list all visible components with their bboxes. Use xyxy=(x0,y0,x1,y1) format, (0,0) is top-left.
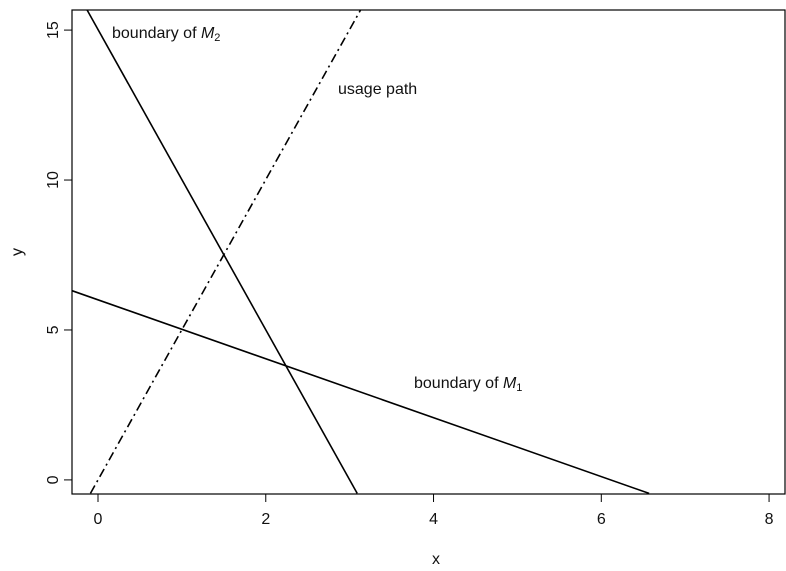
x-tick-label: 8 xyxy=(765,511,774,528)
annotation-subscript: 2 xyxy=(214,32,220,44)
x-tick-label: 0 xyxy=(94,511,103,528)
y-tick-label: 5 xyxy=(45,325,62,334)
annotation: usage path xyxy=(338,81,417,98)
y-axis-label: y xyxy=(9,248,26,256)
annotation: boundary of M2 xyxy=(112,25,220,44)
annotation: boundary of M1 xyxy=(414,375,522,394)
annotation-text: boundary of xyxy=(112,25,201,42)
y-tick-label: 0 xyxy=(45,475,62,484)
y-tick-label: 10 xyxy=(45,171,62,189)
series-line xyxy=(86,9,358,494)
x-axis-label: x xyxy=(432,551,440,568)
y-tick-label: 15 xyxy=(45,21,62,39)
x-tick-label: 2 xyxy=(261,511,270,528)
x-tick-label: 4 xyxy=(429,511,438,528)
annotation-subscript: 1 xyxy=(516,382,522,394)
plot-frame xyxy=(71,9,786,495)
series-line xyxy=(89,9,362,494)
series-line xyxy=(71,289,650,495)
annotation-text: boundary of xyxy=(414,375,503,392)
annotation-text: usage path xyxy=(338,81,417,98)
annotation-symbol: M xyxy=(503,375,517,392)
annotation-symbol: M xyxy=(201,25,215,42)
x-tick-label: 6 xyxy=(597,511,606,528)
